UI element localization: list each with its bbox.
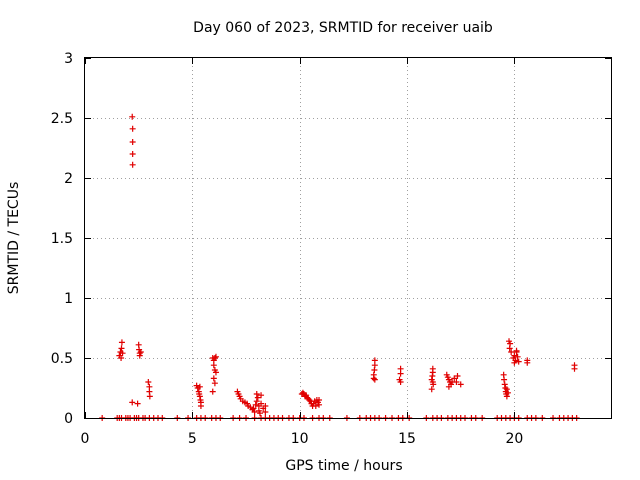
data-point-marker [299, 389, 306, 396]
data-point-marker [253, 398, 260, 405]
data-point-marker [515, 358, 522, 365]
y-tick-label: 3 [64, 51, 73, 67]
data-point-marker [504, 389, 511, 396]
data-point-marker [137, 349, 144, 355]
data-point-marker [212, 353, 219, 360]
data-point-marker [212, 369, 219, 376]
data-point-marker [511, 359, 518, 366]
data-point-marker [129, 113, 136, 120]
data-point-marker [211, 380, 218, 387]
data-point-marker [129, 125, 136, 132]
data-point-marker [196, 383, 203, 390]
y-tick-label: 0.5 [51, 351, 73, 367]
data-point-marker [210, 375, 217, 382]
data-point-marker [454, 373, 461, 379]
y-axis-label: SRMTID / TECUs [6, 182, 22, 295]
y-tick-label: 1 [64, 291, 73, 307]
plot-area-frame [84, 57, 612, 419]
data-point-marker [254, 394, 261, 401]
data-point-marker [503, 393, 510, 400]
data-point-marker [252, 401, 259, 408]
x-tick-label: 20 [505, 431, 523, 447]
x-tick-label: 5 [188, 431, 197, 447]
data-point-marker [129, 161, 136, 168]
data-point-marker [428, 386, 435, 393]
data-point-marker [146, 393, 153, 400]
x-axis-label: GPS time / hours [285, 458, 402, 474]
data-point-marker [262, 409, 269, 415]
data-point-marker [508, 349, 515, 355]
data-point-marker [524, 359, 531, 366]
data-point-marker [371, 367, 378, 373]
data-point-marker [501, 381, 508, 388]
chart-title: Day 060 of 2023, SRMTID for receiver uai… [193, 20, 493, 36]
data-point-marker [209, 388, 216, 395]
data-point-marker [196, 393, 203, 400]
data-point-marker [445, 383, 452, 390]
data-point-marker [258, 392, 265, 399]
data-point-marker [312, 403, 319, 409]
data-point-marker [129, 151, 136, 157]
axis-ticks: 0 5 10 15 20 0 0.5 1 1.5 2 2.5 3 [51, 51, 611, 447]
data-point-marker [451, 375, 458, 382]
data-point-marker [118, 345, 125, 352]
data-point-marker [253, 391, 260, 397]
data-point-marker [250, 405, 257, 412]
data-point-marker [119, 350, 126, 357]
data-point-marker [145, 379, 152, 385]
data-point-marker [256, 410, 263, 417]
data-point-marker [262, 403, 269, 409]
data-point-marker [316, 397, 323, 403]
data-point-marker [397, 370, 404, 377]
data-point-marker [129, 139, 136, 145]
data-point-marker [370, 375, 377, 382]
data-point-marker [197, 403, 204, 409]
data-point-marker [118, 355, 125, 361]
data-point-marker [251, 409, 258, 415]
y-tick-label: 2 [64, 171, 73, 187]
data-point-marker [306, 397, 313, 403]
data-point-marker [501, 376, 508, 383]
y-tick-label: 1.5 [51, 231, 73, 247]
data-point-marker [136, 352, 143, 359]
x-tick-label: 0 [81, 431, 90, 447]
data-point-marker [511, 352, 518, 359]
data-point-marker [397, 379, 404, 385]
data-point-marker [571, 365, 578, 372]
data-point-marker [457, 381, 464, 388]
data-point-marker [258, 400, 265, 407]
data-point-marker [506, 345, 513, 352]
data-point-marker [430, 381, 437, 388]
data-point-marker [134, 400, 141, 407]
y-tick-label: 2.5 [51, 111, 73, 127]
data-point-marker [118, 339, 125, 346]
data-point-marker [129, 399, 136, 406]
data-point-marker [503, 386, 510, 393]
data-point-marker [211, 355, 218, 361]
data-point-marker [514, 353, 521, 360]
data-point-marker [429, 373, 436, 379]
data-point-marker [453, 379, 460, 385]
x-tick-label: 15 [398, 431, 416, 447]
x-tick-label: 10 [291, 431, 309, 447]
data-point-marker [371, 376, 378, 383]
data-point-marker [513, 347, 520, 354]
data-point-marker [210, 362, 217, 369]
y-tick-label: 0 [64, 411, 73, 427]
